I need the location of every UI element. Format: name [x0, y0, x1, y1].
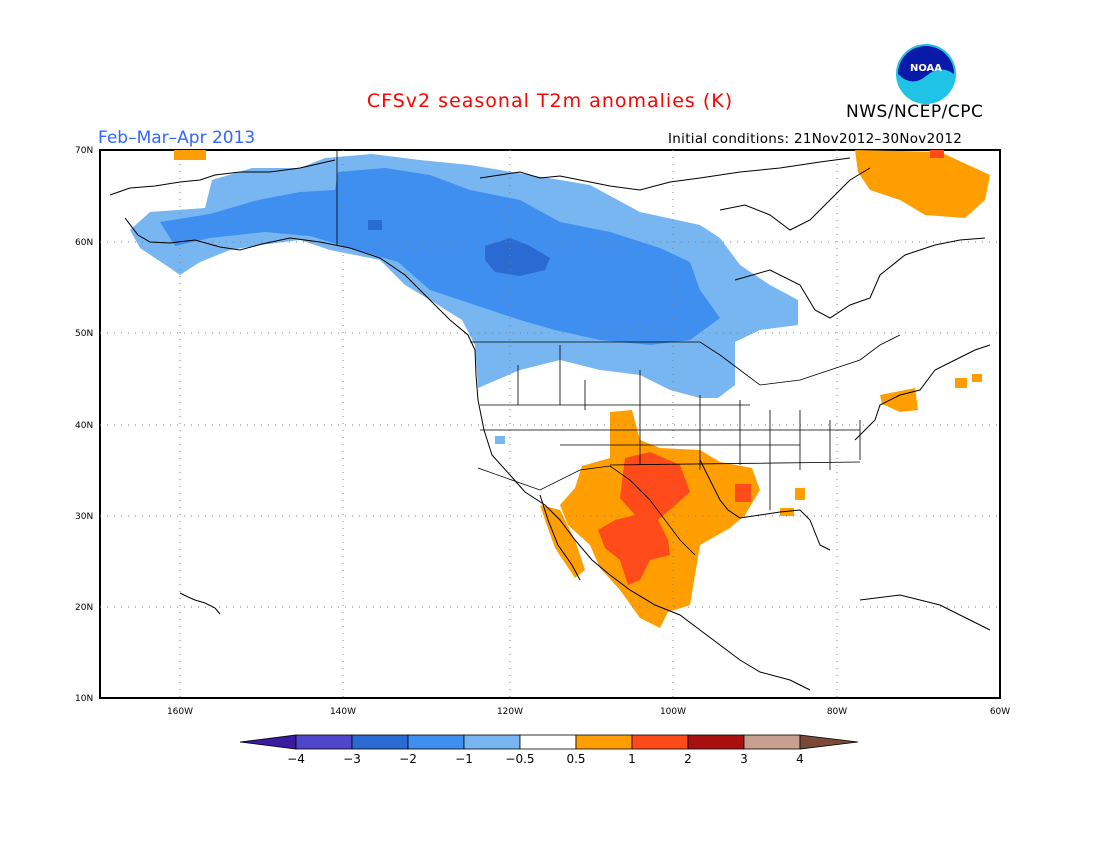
boundaries — [336, 150, 901, 556]
colorbar-segment — [687, 734, 745, 750]
graticule — [100, 150, 1000, 698]
lon-label: 160W — [167, 707, 193, 717]
colorbar-segment — [463, 734, 521, 750]
colorbar-label: 4 — [796, 752, 804, 766]
forecast-period: Feb–Mar–Apr 2013 — [98, 128, 256, 148]
colorbar-label: −0.5 — [505, 752, 535, 766]
colorbar — [239, 734, 859, 750]
agency-label: NWS/NCEP/CPC — [846, 102, 984, 122]
colorbar-segment — [631, 734, 689, 750]
noaa-logo-text: NOAA — [910, 63, 942, 74]
colorbar-segment — [799, 734, 859, 750]
colorbar-segment — [519, 734, 577, 750]
coastlines — [109, 157, 991, 691]
lat-label: 60N — [75, 238, 93, 248]
lon-label: 140W — [330, 707, 356, 717]
colorbar-label: 2 — [684, 752, 692, 766]
colorbar-label: −3 — [343, 752, 361, 766]
lat-label: 70N — [75, 146, 93, 156]
colorbar-segment — [351, 734, 409, 750]
lon-label: 80W — [827, 707, 847, 717]
lat-label: 50N — [75, 329, 93, 339]
lon-label: 120W — [497, 707, 523, 717]
colorbar-label: 0.5 — [566, 752, 586, 766]
colorbar-segment — [743, 734, 801, 750]
colorbar-label: 1 — [628, 752, 636, 766]
warm-anomaly-light — [174, 150, 990, 628]
lat-label: 30N — [75, 512, 93, 522]
colorbar-segment — [575, 734, 633, 750]
colorbar-segment — [407, 734, 465, 750]
initial-conditions: Initial conditions: 21Nov2012–30Nov2012 — [668, 131, 963, 147]
lon-label: 60W — [990, 707, 1010, 717]
lat-label: 40N — [75, 421, 93, 431]
lat-label: 10N — [75, 694, 93, 704]
lon-labels: 160W 140W 120W 100W 80W 60W — [167, 707, 1010, 717]
lat-labels: 70N 60N 50N 40N 30N 20N 10N — [75, 146, 93, 704]
lat-label: 20N — [75, 603, 93, 613]
colorbar-segment — [239, 734, 297, 750]
colorbar-label: −4 — [287, 752, 305, 766]
colorbar-label: −1 — [455, 752, 473, 766]
noaa-logo-icon: NOAA — [896, 44, 956, 104]
colorbar-segment — [295, 734, 353, 750]
warm-anomaly-strong — [598, 150, 944, 585]
chart-title: CFSv2 seasonal T2m anomalies (K) — [366, 90, 734, 112]
lon-label: 100W — [660, 707, 686, 717]
cold-anomaly-medium — [160, 168, 720, 345]
cold-anomaly-strong — [368, 220, 550, 276]
colorbar-label: 3 — [740, 752, 748, 766]
colorbar-label: −2 — [399, 752, 417, 766]
